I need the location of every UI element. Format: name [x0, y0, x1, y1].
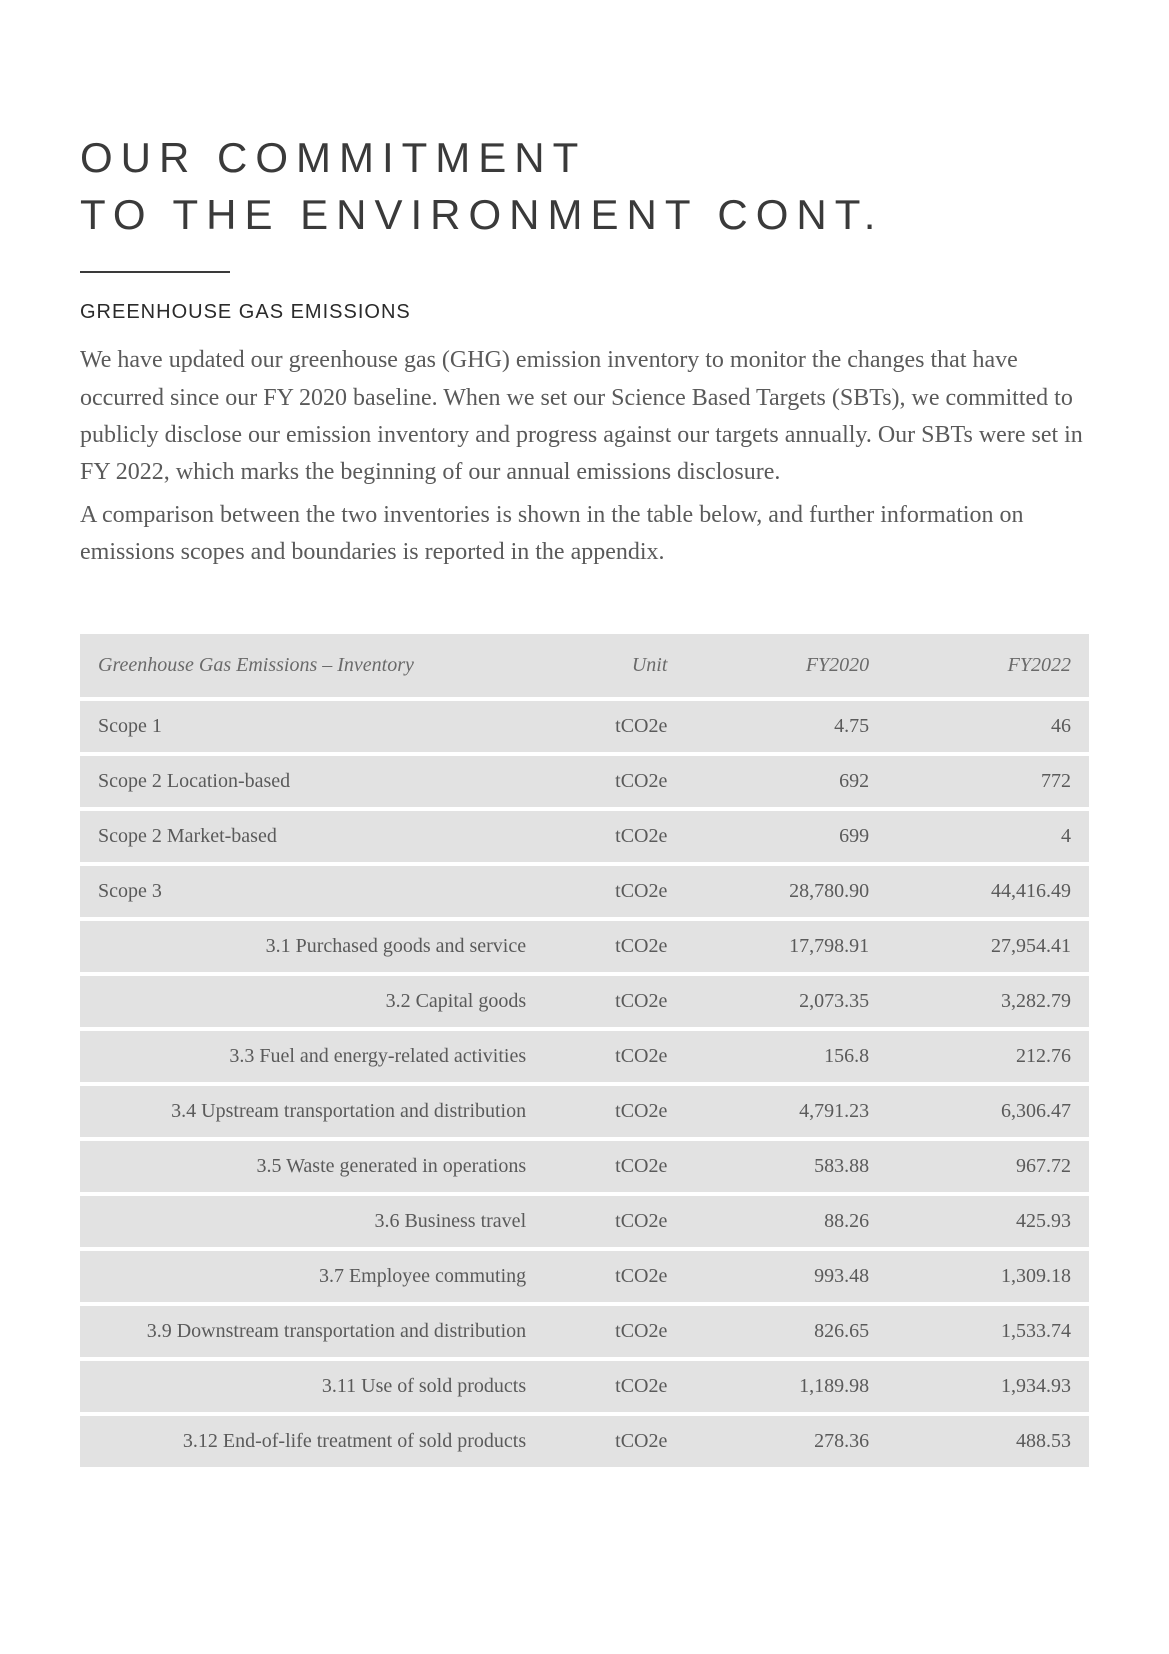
table-row: 3.7 Employee commutingtCO2e993.481,309.1…	[80, 1251, 1089, 1302]
cell-fy2020: 583.88	[685, 1141, 887, 1192]
cell-fy2022: 488.53	[887, 1416, 1089, 1467]
cell-fy2022: 44,416.49	[887, 866, 1089, 917]
cell-label: 3.7 Employee commuting	[80, 1251, 544, 1302]
document-page: OUR COMMITMENT TO THE ENVIRONMENT CONT. …	[0, 0, 1169, 1551]
cell-unit: tCO2e	[544, 1251, 685, 1302]
cell-unit: tCO2e	[544, 1306, 685, 1357]
paragraph-1: We have updated our greenhouse gas (GHG)…	[80, 342, 1089, 491]
cell-fy2022: 425.93	[887, 1196, 1089, 1247]
cell-fy2022: 772	[887, 756, 1089, 807]
cell-fy2020: 4.75	[685, 701, 887, 752]
table-row: Scope 2 Location-basedtCO2e692772	[80, 756, 1089, 807]
cell-fy2020: 4,791.23	[685, 1086, 887, 1137]
cell-fy2020: 17,798.91	[685, 921, 887, 972]
table-row: 3.11 Use of sold productstCO2e1,189.981,…	[80, 1361, 1089, 1412]
table-row: 3.5 Waste generated in operationstCO2e58…	[80, 1141, 1089, 1192]
cell-label: 3.5 Waste generated in operations	[80, 1141, 544, 1192]
cell-fy2022: 1,934.93	[887, 1361, 1089, 1412]
table-row: 3.2 Capital goodstCO2e2,073.353,282.79	[80, 976, 1089, 1027]
cell-label: 3.11 Use of sold products	[80, 1361, 544, 1412]
table-row: Scope 1tCO2e4.7546	[80, 701, 1089, 752]
col-header-fy2022: FY2022	[887, 634, 1089, 697]
cell-unit: tCO2e	[544, 1031, 685, 1082]
cell-label: Scope 3	[80, 866, 544, 917]
cell-unit: tCO2e	[544, 921, 685, 972]
section-heading: GREENHOUSE GAS EMISSIONS	[80, 301, 1089, 324]
table-row: 3.6 Business traveltCO2e88.26425.93	[80, 1196, 1089, 1247]
cell-fy2022: 6,306.47	[887, 1086, 1089, 1137]
title-divider	[80, 271, 230, 273]
cell-fy2022: 4	[887, 811, 1089, 862]
cell-label: 3.2 Capital goods	[80, 976, 544, 1027]
cell-unit: tCO2e	[544, 701, 685, 752]
cell-fy2020: 2,073.35	[685, 976, 887, 1027]
cell-label: Scope 2 Market-based	[80, 811, 544, 862]
cell-fy2020: 993.48	[685, 1251, 887, 1302]
cell-label: Scope 1	[80, 701, 544, 752]
cell-fy2020: 88.26	[685, 1196, 887, 1247]
table-row: 3.9 Downstream transportation and distri…	[80, 1306, 1089, 1357]
cell-label: 3.1 Purchased goods and service	[80, 921, 544, 972]
table-row: Scope 2 Market-basedtCO2e6994	[80, 811, 1089, 862]
cell-fy2020: 1,189.98	[685, 1361, 887, 1412]
cell-label: 3.12 End-of-life treatment of sold produ…	[80, 1416, 544, 1467]
cell-fy2020: 699	[685, 811, 887, 862]
cell-unit: tCO2e	[544, 1141, 685, 1192]
col-header-fy2020: FY2020	[685, 634, 887, 697]
cell-fy2022: 3,282.79	[887, 976, 1089, 1027]
cell-fy2020: 156.8	[685, 1031, 887, 1082]
cell-fy2020: 278.36	[685, 1416, 887, 1467]
table-row: Scope 3tCO2e28,780.9044,416.49	[80, 866, 1089, 917]
title-line-1: OUR COMMITMENT	[80, 134, 586, 181]
cell-unit: tCO2e	[544, 866, 685, 917]
cell-unit: tCO2e	[544, 1361, 685, 1412]
cell-fy2022: 967.72	[887, 1141, 1089, 1192]
cell-label: 3.3 Fuel and energy-related activities	[80, 1031, 544, 1082]
cell-fy2022: 1,533.74	[887, 1306, 1089, 1357]
table-row: 3.12 End-of-life treatment of sold produ…	[80, 1416, 1089, 1467]
cell-unit: tCO2e	[544, 1196, 685, 1247]
emissions-table-wrap: Greenhouse Gas Emissions – Inventory Uni…	[80, 630, 1089, 1471]
col-header-label: Greenhouse Gas Emissions – Inventory	[80, 634, 544, 697]
cell-unit: tCO2e	[544, 1416, 685, 1467]
table-row: 3.3 Fuel and energy-related activitiestC…	[80, 1031, 1089, 1082]
cell-label: 3.4 Upstream transportation and distribu…	[80, 1086, 544, 1137]
table-row: 3.1 Purchased goods and servicetCO2e17,7…	[80, 921, 1089, 972]
cell-fy2020: 826.65	[685, 1306, 887, 1357]
col-header-unit: Unit	[544, 634, 685, 697]
cell-unit: tCO2e	[544, 976, 685, 1027]
cell-label: 3.9 Downstream transportation and distri…	[80, 1306, 544, 1357]
cell-fy2022: 212.76	[887, 1031, 1089, 1082]
cell-fy2020: 692	[685, 756, 887, 807]
cell-fy2022: 27,954.41	[887, 921, 1089, 972]
cell-fy2022: 1,309.18	[887, 1251, 1089, 1302]
cell-fy2022: 46	[887, 701, 1089, 752]
table-row: 3.4 Upstream transportation and distribu…	[80, 1086, 1089, 1137]
table-header-row: Greenhouse Gas Emissions – Inventory Uni…	[80, 634, 1089, 697]
page-title: OUR COMMITMENT TO THE ENVIRONMENT CONT.	[80, 130, 1089, 243]
cell-unit: tCO2e	[544, 811, 685, 862]
cell-label: 3.6 Business travel	[80, 1196, 544, 1247]
paragraph-2: A comparison between the two inventories…	[80, 497, 1089, 571]
cell-fy2020: 28,780.90	[685, 866, 887, 917]
emissions-table: Greenhouse Gas Emissions – Inventory Uni…	[80, 630, 1089, 1471]
cell-label: Scope 2 Location-based	[80, 756, 544, 807]
cell-unit: tCO2e	[544, 756, 685, 807]
cell-unit: tCO2e	[544, 1086, 685, 1137]
title-line-2: TO THE ENVIRONMENT CONT.	[80, 191, 883, 238]
